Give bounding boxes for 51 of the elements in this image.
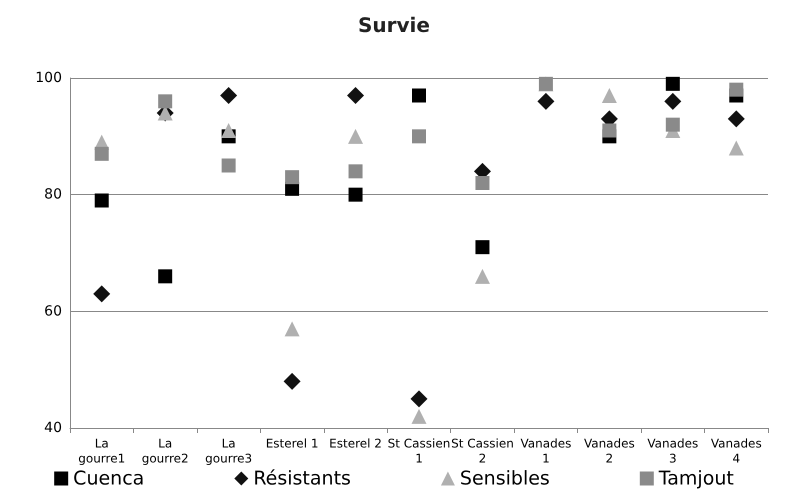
point [666,76,680,91]
point [158,269,172,284]
point [474,268,490,284]
legend-label: Cuenca [73,468,144,490]
point [475,240,490,254]
point [284,321,300,336]
point [93,285,110,302]
chart-title: Survie [358,13,430,37]
x-tick-label: Esterel 2 [329,436,382,450]
x-tick-label: La gourre2 [142,436,189,466]
legend-label: Résistants [253,468,351,490]
x-tick-label: Vanades 4 [710,436,762,466]
point [475,176,490,190]
point [347,87,364,104]
point [602,124,616,138]
point [285,170,300,184]
x-tick-label: La gourre1 [78,436,126,466]
legend-label: Tamjout [658,468,734,490]
point [220,87,238,104]
point [412,129,426,144]
point [666,118,680,132]
x-tick-label: Esterel 1 [266,436,318,450]
legend-label: Sensibles [460,468,550,490]
x-tick-label: St Cassien 2 [451,436,514,466]
point [222,158,236,172]
point [348,128,364,144]
point [412,88,426,102]
x-tick-label: Vanades 3 [647,436,698,466]
point [664,92,682,110]
x-tick-label: Vanades 1 [520,436,572,466]
point [728,140,744,156]
point [348,188,363,202]
y-tick-label: 80 [44,186,62,203]
point [284,372,301,390]
y-tick-label: 40 [44,420,62,436]
x-tick-label: Vanades 2 [584,436,635,466]
point [728,110,745,128]
point [94,146,109,161]
point [412,408,426,424]
point [221,123,236,138]
point [94,194,109,208]
y-tick-label: 100 [35,70,62,86]
point [158,94,172,108]
x-tick-label: St Cassien 1 [388,436,450,466]
point [410,390,428,408]
point [602,88,617,103]
x-tick-label: La gourre3 [205,436,252,466]
point [348,164,363,178]
point [729,82,744,97]
y-tick-label: 60 [44,303,62,320]
point [537,92,554,110]
